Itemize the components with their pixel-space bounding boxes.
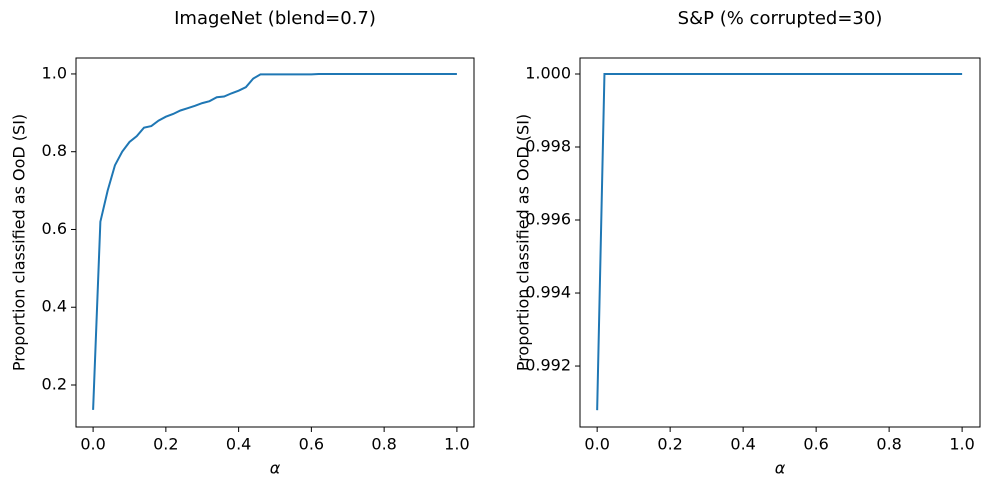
y-tick-label: 0.8 [42,141,67,160]
y-tick-label: 0.998 [525,137,571,156]
x-tick-label: 0.4 [226,435,251,454]
subplot: S&P (% corrupted=30) 0.0 0.2 0.4 0.6 0.8 1.0 0.… [514,8,981,478]
x-tick-label: 0.8 [371,435,396,454]
subplot: ImageNet (blend=0.7) 0.0 0.2 0.4 0.6 0.8 1.0 0.… [10,8,475,478]
chart-title: S&P (% corrupted=30) [678,8,883,29]
y-tick-label: 0.992 [525,356,571,375]
y-tick-label: 0.996 [525,210,571,229]
y-tick-label: 0.6 [42,219,67,238]
x-tick-label: 1.0 [949,435,974,454]
x-tick-label: 0.2 [153,435,178,454]
y-tick-label: 1.000 [525,63,571,82]
data-line [92,72,457,410]
data-line [596,72,963,411]
x-axis-label: α [270,459,281,478]
y-tick-label: 0.4 [42,297,67,316]
x-tick-label: 1.0 [444,435,469,454]
x-tick-label: 0.4 [730,435,755,454]
x-tick-label: 0.0 [584,435,609,454]
plot-frame [75,57,475,428]
y-axis-label: Proportion classified as OoD (SI) [514,114,533,371]
x-tick-label: 0.0 [80,435,105,454]
y-axis-label: Proportion classified as OoD (SI) [10,114,29,371]
y-tick-label: 0.994 [525,283,571,302]
y-tick-label: 0.2 [42,375,67,394]
chart-title: ImageNet (blend=0.7) [174,8,376,29]
x-tick-label: 0.6 [299,435,324,454]
y-tick-label: 1.0 [42,63,67,82]
x-tick-label: 0.8 [876,435,901,454]
plot-frame [579,57,981,428]
x-tick-label: 0.6 [803,435,828,454]
x-axis-label: α [775,459,786,478]
x-tick-label: 0.2 [657,435,682,454]
